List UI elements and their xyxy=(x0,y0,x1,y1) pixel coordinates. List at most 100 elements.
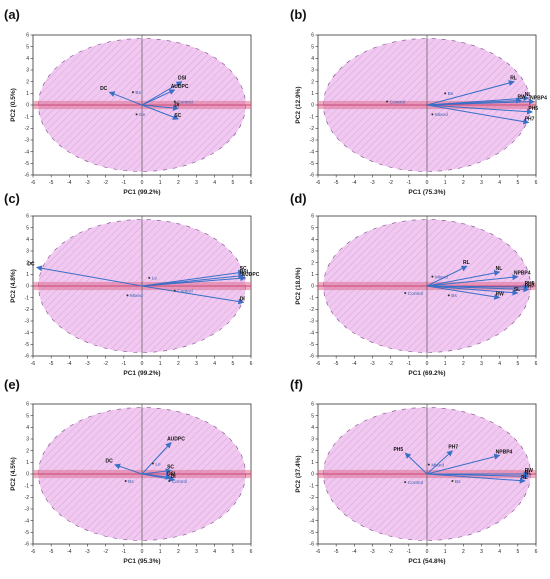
loading-vector-arrow xyxy=(141,473,176,482)
x-tick-label: -2 xyxy=(388,361,393,367)
panel-label: (d) xyxy=(290,191,307,206)
y-tick-label: 3 xyxy=(26,437,29,443)
y-tick-label: 3 xyxy=(26,249,29,255)
y-tick-label: 1 xyxy=(311,272,314,278)
x-tick-label: 5 xyxy=(516,361,519,367)
y-tick-label: 6 xyxy=(26,33,29,39)
biplot-panel-3: -6 -5 -4 -3 -2 -1 0 1 2 3 4 5 6 -6 -5 -4 -3 -2 -1 0 1 2 3 4 5 6 PC… xyxy=(4,191,260,377)
y-tick-label: -2 xyxy=(25,495,30,501)
loading-vector-label: RW xyxy=(496,292,505,298)
loading-vector-label: SL xyxy=(514,287,520,293)
x-tick-label: -5 xyxy=(334,361,339,367)
biplot-panel-4: -6 -5 -4 -3 -2 -1 0 1 2 3 4 5 6 -6 -5 -4 -3 -2 -1 0 1 2 3 4 5 6 PC… xyxy=(290,191,538,377)
y-tick-label: 2 xyxy=(311,448,314,454)
x-tick-label: 5 xyxy=(516,180,519,186)
score-point-label: Control xyxy=(390,99,405,105)
x-tick-label: -4 xyxy=(67,180,72,186)
y-tick-label: 0 xyxy=(311,103,314,109)
x-tick-label: -5 xyxy=(334,180,339,186)
biplot-panel-5: -6 -5 -4 -3 -2 -1 0 1 2 3 4 5 6 -6 -5 -4 -3 -2 -1 0 1 2 3 4 5 6 PC… xyxy=(4,377,253,565)
score-point xyxy=(173,100,176,103)
loading-vector-arrow xyxy=(426,104,533,115)
loading-vector-arrow xyxy=(426,473,530,480)
panel-label: (a) xyxy=(4,7,20,22)
x-tick-label: 5 xyxy=(231,361,234,367)
loading-vector-label: RL xyxy=(521,475,528,481)
loading-vector-arrow xyxy=(404,452,428,475)
x-axis-label: PC1 (69.2%) xyxy=(408,370,445,377)
x-tick-label: -5 xyxy=(334,549,339,555)
y-tick-label: 6 xyxy=(311,214,314,220)
x-tick-label: -6 xyxy=(31,180,36,186)
y-tick-label: -3 xyxy=(25,138,30,144)
loading-vector-arrow xyxy=(426,265,468,287)
y-tick-label: 2 xyxy=(26,260,29,266)
x-tick-label: 3 xyxy=(195,549,198,555)
loading-vector-label: AUDPC xyxy=(242,272,260,278)
x-tick-label: 2 xyxy=(462,549,465,555)
loading-vector-label: DSI xyxy=(240,270,249,276)
y-tick-label: 4 xyxy=(26,425,29,431)
x-tick-label: 1 xyxy=(444,180,447,186)
y-tick-label: 0 xyxy=(311,472,314,478)
x-tick-label: -6 xyxy=(31,549,36,555)
score-point-label: Mixed xyxy=(435,112,448,118)
y-tick-label: -4 xyxy=(310,330,315,336)
loading-vector-arrow xyxy=(426,285,501,300)
y-tick-label: 2 xyxy=(26,448,29,454)
x-tick-label: 6 xyxy=(535,361,538,367)
y-tick-label: 1 xyxy=(26,91,29,97)
y-tick-label: 5 xyxy=(311,44,314,50)
loading-vector-label: NPBP4 xyxy=(530,96,547,102)
panel-label: (b) xyxy=(290,7,307,22)
score-point xyxy=(151,462,154,465)
loading-vector-label: NL xyxy=(525,92,532,98)
score-point-label: Mixed xyxy=(431,462,444,468)
x-tick-label: -3 xyxy=(370,549,375,555)
y-tick-label: 3 xyxy=(311,437,314,443)
loading-vector-arrow xyxy=(426,104,530,125)
loading-vector-label: NL xyxy=(525,470,532,476)
y-tick-label: -4 xyxy=(25,330,30,336)
x-tick-label: 0 xyxy=(426,180,429,186)
y-tick-label: -5 xyxy=(310,530,315,536)
score-point-label: Control xyxy=(177,99,192,105)
loading-vector-arrow xyxy=(426,285,530,293)
loading-vector-arrow xyxy=(141,468,172,475)
x-tick-label: 3 xyxy=(480,549,483,555)
y-tick-label: 0 xyxy=(26,472,29,478)
y-axis-label: PC2 (4.8%) xyxy=(10,269,17,303)
score-point-label: Bs xyxy=(451,293,457,299)
panel-label: (c) xyxy=(4,191,20,206)
loading-vector-label: DI xyxy=(171,474,177,480)
x-tick-label: -6 xyxy=(31,361,36,367)
y-tick-label: 4 xyxy=(311,425,314,431)
loading-vector-label: PH7 xyxy=(525,284,535,290)
y-tick-label: 6 xyxy=(311,402,314,408)
x-tick-label: 0 xyxy=(426,361,429,367)
score-point xyxy=(126,294,129,297)
score-point xyxy=(124,480,127,482)
x-tick-label: -2 xyxy=(388,549,393,555)
x-tick-label: 1 xyxy=(159,549,162,555)
loading-vector-arrow xyxy=(426,274,519,287)
score-point xyxy=(131,91,134,94)
score-point xyxy=(404,481,407,484)
score-point-label: Le xyxy=(155,461,161,467)
x-tick-label: -6 xyxy=(316,361,321,367)
loading-vector-arrow xyxy=(141,104,179,111)
loading-vector-label: NPBP4 xyxy=(496,449,513,455)
x-tick-label: -3 xyxy=(85,549,90,555)
x-tick-label: -3 xyxy=(370,361,375,367)
y-tick-label: 5 xyxy=(26,225,29,231)
y-tick-label: -3 xyxy=(25,319,30,325)
panel-label: (f) xyxy=(290,377,303,392)
score-point-label: Bs xyxy=(135,90,141,96)
loading-vector-arrow xyxy=(141,275,247,287)
x-tick-label: 5 xyxy=(231,180,234,186)
y-tick-label: 1 xyxy=(311,91,314,97)
loading-vector-label: DI xyxy=(174,103,180,109)
x-tick-label: 6 xyxy=(535,549,538,555)
score-point-label: Bs xyxy=(128,479,134,485)
y-tick-label: 4 xyxy=(311,56,314,62)
